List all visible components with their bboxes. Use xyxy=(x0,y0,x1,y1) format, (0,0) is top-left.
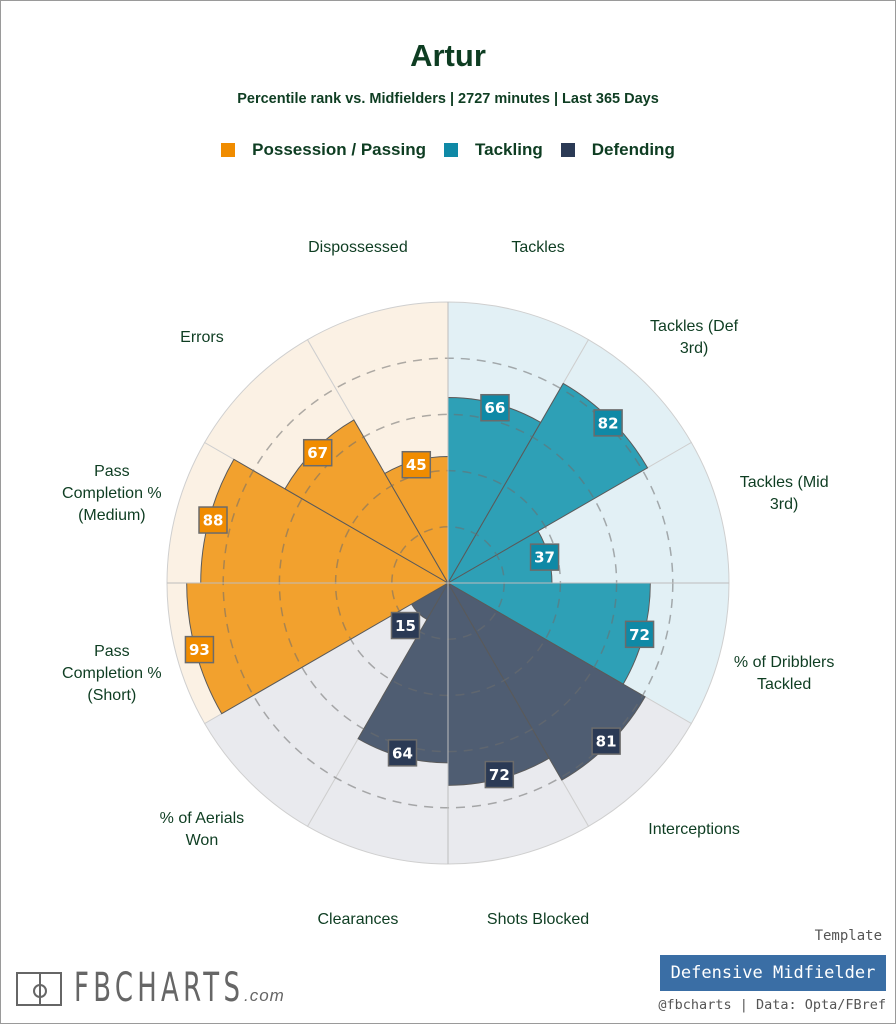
axis-label-line: Dispossessed xyxy=(308,239,408,256)
fbcharts-logo: FBCHARTS .com xyxy=(16,965,285,1011)
legend-swatch xyxy=(444,143,459,157)
pitch-icon xyxy=(16,972,62,1006)
logo-text: FBCHARTS xyxy=(74,965,245,1011)
axis-label-line: Tackles xyxy=(511,239,564,256)
axis-label-line: Errors xyxy=(180,329,224,346)
axis-label-line: (Medium) xyxy=(78,507,146,524)
axis-label: Tackles (Mid 3rd) xyxy=(740,474,829,513)
axis-label-line: 3rd) xyxy=(680,340,708,357)
legend-label: Defending xyxy=(591,140,675,159)
value-label: 67 xyxy=(307,444,328,462)
template-badge: Defensive Midfielder xyxy=(660,955,886,991)
value-label-box xyxy=(529,543,560,571)
value-label: 82 xyxy=(598,414,619,432)
value-label-box xyxy=(484,760,515,789)
axis-label: Pass Completion % (Medium) xyxy=(62,463,162,524)
chart-title: Artur xyxy=(410,38,486,73)
value-label: 45 xyxy=(406,456,427,474)
logo-suffix: .com xyxy=(244,986,285,1005)
axis-label-line: Clearances xyxy=(317,911,398,928)
value-label-box xyxy=(390,611,421,640)
axis-label: Tackles (Def 3rd) xyxy=(650,318,739,357)
axis-label-line: Completion % xyxy=(62,485,162,502)
value-label: 15 xyxy=(395,617,416,635)
value-label-box xyxy=(480,393,510,422)
value-label: 66 xyxy=(485,399,506,417)
value-label-box xyxy=(198,506,228,534)
legend-label: Tackling xyxy=(475,140,543,159)
axis-label-line: Interceptions xyxy=(648,821,740,838)
axis-label: Clearances xyxy=(317,911,398,928)
gridlines xyxy=(167,302,729,864)
data-credit: @fbcharts | Data: Opta/FBref xyxy=(658,997,886,1013)
axis-label-line: Tackles (Def xyxy=(650,318,739,335)
value-label-box xyxy=(387,739,418,767)
legend-item-defending: Defending xyxy=(560,140,675,160)
value-label: 81 xyxy=(596,733,617,751)
axis-label: Tackles xyxy=(511,239,564,256)
axis-label-line: (Short) xyxy=(87,687,136,704)
value-label-box xyxy=(593,409,623,437)
axis-label-line: % of Aerials xyxy=(160,810,244,827)
chart-subtitle: Percentile rank vs. Midfielders | 2727 m… xyxy=(237,91,659,107)
value-label: 93 xyxy=(189,641,210,659)
axis-label-line: Completion % xyxy=(62,665,162,682)
axis-label-line: Tackled xyxy=(757,676,811,693)
legend-item-possession: Possession / Passing xyxy=(221,140,426,160)
axis-label-line: 3rd) xyxy=(770,496,798,513)
axis-label: Pass Completion % (Short) xyxy=(62,643,162,704)
legend-item-tackling: Tackling xyxy=(444,140,543,160)
axis-label: Interceptions xyxy=(648,821,740,838)
axis-label-line: % of Dribblers xyxy=(734,654,834,671)
axis-label-line: Tackles (Mid xyxy=(740,474,829,491)
axis-label-line: Pass xyxy=(94,463,130,480)
value-labels: 66 82 37 72 81 72 64 15 93 88 67 45 xyxy=(184,393,655,789)
value-label: 72 xyxy=(629,626,650,644)
axis-label-line: Shots Blocked xyxy=(487,911,589,928)
axis-label-line: Pass xyxy=(94,643,130,660)
value-label-box xyxy=(302,438,333,467)
legend: Possession / Passing Tackling Defending xyxy=(0,140,896,160)
axis-label: % of Dribblers Tackled xyxy=(734,654,834,693)
axis-label: Errors xyxy=(180,329,224,346)
template-label: Template xyxy=(814,928,882,944)
axis-label: Dispossessed xyxy=(308,239,408,256)
value-label: 64 xyxy=(392,744,413,762)
value-label: 88 xyxy=(203,512,224,530)
legend-label: Possession / Passing xyxy=(252,140,427,159)
axis-label: % of Aerials Won xyxy=(160,810,244,849)
value-label-box xyxy=(591,727,621,755)
value-label-box xyxy=(401,450,432,479)
value-label: 37 xyxy=(534,549,555,567)
background-wedge xyxy=(203,581,450,828)
axis-label-line: Won xyxy=(186,832,219,849)
value-label-box xyxy=(184,635,215,664)
axis-labels: Tackles Tackles (Def 3rd) Tackles (Mid 3rd)%… xyxy=(62,239,834,928)
legend-swatch xyxy=(221,143,236,157)
value-label: 72 xyxy=(489,766,510,784)
axis-label: Shots Blocked xyxy=(487,911,589,928)
legend-swatch xyxy=(560,143,575,157)
value-label-box xyxy=(624,620,655,649)
